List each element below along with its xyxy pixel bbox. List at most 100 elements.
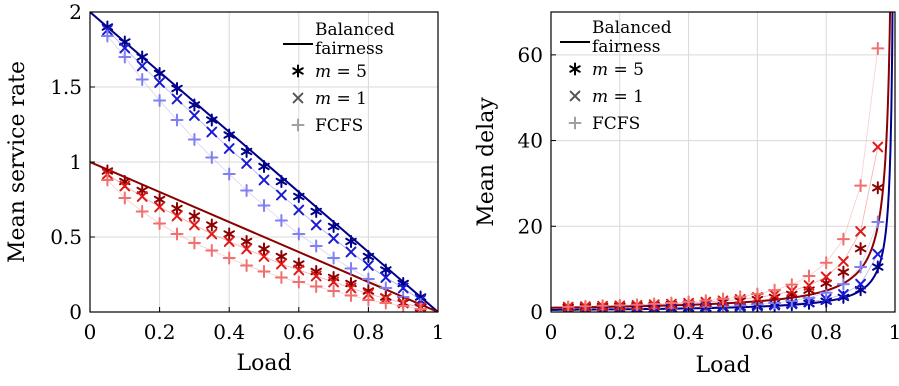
data-point-red-asterisk — [872, 181, 884, 195]
data-point-red-plus — [274, 271, 288, 284]
data-point-red-plus — [153, 217, 167, 230]
data-point-blue-asterisk — [310, 205, 322, 218]
data-point-red-cross — [276, 258, 287, 270]
data-point-blue-cross — [241, 158, 252, 169]
data-point-blue-plus — [257, 199, 271, 212]
data-point-red-plus — [327, 284, 341, 298]
data-point-red-asterisk — [206, 218, 218, 232]
series-connector-red-cross — [568, 146, 879, 308]
legend-label: Balanced — [315, 20, 395, 40]
x-tick-label: 0.8 — [352, 320, 384, 344]
legend-label: m = 5 — [315, 62, 367, 82]
data-point-blue-plus — [222, 167, 236, 181]
axes-frame — [550, 11, 896, 313]
data-point-red-plus — [871, 41, 885, 55]
legend-entry: FCFS — [568, 114, 640, 134]
data-point-blue-asterisk — [171, 82, 183, 95]
data-point-red-cross — [119, 180, 131, 192]
data-point-blue-cross — [345, 246, 357, 258]
data-point-red-plus — [344, 289, 358, 302]
y-tick-label: 1.5 — [50, 75, 82, 99]
legend-plus-symbol — [568, 116, 582, 130]
data-point-blue-cross — [855, 278, 866, 290]
y-axis-label: Mean service rate — [5, 61, 30, 263]
data-point-blue-cross — [310, 219, 322, 231]
x-tick-label: 0 — [84, 320, 97, 344]
x-tick-label: 0.4 — [673, 320, 705, 344]
y-tick-label: 1 — [69, 150, 82, 174]
data-point-red-plus — [222, 251, 236, 265]
data-point-red-plus — [414, 302, 428, 312]
data-point-red-plus — [733, 290, 747, 304]
data-point-red-cross — [872, 141, 884, 153]
data-point-red-plus — [699, 294, 713, 308]
data-point-red-plus — [240, 259, 254, 272]
data-point-red-asterisk — [171, 202, 183, 215]
data-point-blue-asterisk — [240, 145, 253, 158]
data-point-blue-asterisk — [380, 263, 392, 277]
data-point-red-asterisk — [223, 227, 235, 241]
data-point-blue-cross — [276, 189, 287, 201]
data-point-red-plus — [187, 236, 201, 250]
data-point-red-plus — [257, 265, 271, 278]
data-point-blue-asterisk — [136, 50, 148, 64]
data-point-red-cross — [206, 228, 218, 240]
data-point-blue-asterisk — [872, 260, 884, 274]
data-point-red-cross — [855, 226, 866, 237]
legend-entry: FCFS — [291, 116, 363, 136]
data-point-blue-plus — [344, 262, 358, 275]
data-point-red-plus — [664, 296, 678, 310]
data-point-red-plus — [768, 283, 782, 297]
data-point-blue-cross — [397, 282, 409, 294]
data-point-blue-asterisk — [362, 250, 375, 263]
x-tick-label: 1 — [432, 320, 445, 344]
legend-cross-symbol — [292, 92, 304, 104]
data-point-red-cross — [293, 264, 305, 276]
legend-asterisk-symbol — [292, 64, 304, 78]
data-point-blue-asterisk — [258, 160, 270, 173]
data-point-red-asterisk — [188, 209, 201, 223]
data-point-red-plus — [561, 300, 575, 312]
data-point-blue-asterisk — [293, 190, 305, 203]
data-point-blue-asterisk — [153, 67, 166, 80]
data-point-red-cross — [803, 280, 815, 291]
data-point-red-cross — [241, 243, 252, 255]
x-axis-label: Load — [236, 351, 291, 376]
data-point-red-cross — [171, 210, 183, 222]
data-point-red-plus — [578, 299, 592, 312]
data-point-blue-cross — [872, 248, 884, 260]
x-tick-label: 0.2 — [144, 320, 176, 344]
y-tick-label: 0 — [530, 300, 543, 324]
legend-plus-symbol — [291, 118, 305, 132]
x-tick-label: 0.2 — [604, 320, 636, 344]
data-point-blue-asterisk — [223, 128, 235, 142]
data-point-red-plus — [205, 244, 219, 257]
chart-panel-2: 0 0.2 0.4 0.6 0.8 1 0 20 40 60 Load Mean delay Balan… — [474, 11, 899, 378]
legend-entry: m = 1 — [292, 89, 367, 109]
data-point-red-plus — [100, 173, 114, 187]
legend-asterisk-symbol — [569, 62, 581, 76]
data-point-blue-plus — [327, 251, 341, 265]
y-tick-label: 2 — [69, 0, 82, 24]
y-tick-label: 40 — [518, 129, 543, 153]
data-point-blue-plus — [135, 73, 149, 86]
data-point-blue-plus — [836, 277, 850, 291]
data-point-blue-plus — [871, 215, 885, 229]
legend-label: m = 1 — [592, 87, 644, 107]
data-point-blue-cross — [838, 289, 849, 300]
plot-area — [90, 12, 438, 312]
data-point-blue-plus — [854, 260, 868, 274]
legend-entry: m = 5 — [569, 60, 644, 80]
data-point-red-plus — [750, 287, 764, 301]
data-point-red-plus — [854, 179, 868, 193]
data-point-blue-cross — [171, 93, 183, 105]
legend-entry: m = 1 — [569, 87, 644, 107]
data-point-red-plus — [802, 269, 816, 283]
y-tick-label: 20 — [518, 214, 543, 238]
legend-entry: m = 5 — [292, 62, 367, 82]
data-point-red-plus — [596, 299, 610, 312]
data-point-red-plus — [630, 298, 644, 312]
x-tick-label: 0.6 — [283, 320, 315, 344]
